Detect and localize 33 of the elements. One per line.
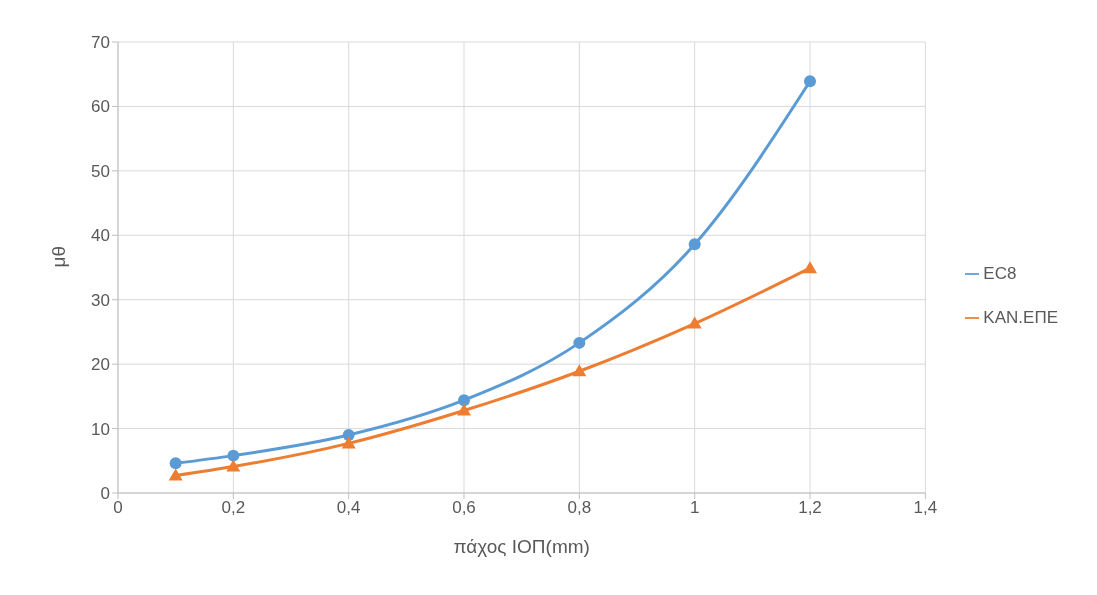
x-axis-title: πάχος ΙΟΠ(mm) bbox=[453, 536, 590, 557]
x-tick-label: 0,6 bbox=[452, 498, 476, 518]
x-tick-label: 0,2 bbox=[221, 498, 246, 518]
y-tick-label: 40 bbox=[91, 226, 110, 246]
legend-label: ΚΑΝ.ΕΠΕ bbox=[983, 307, 1058, 327]
point bbox=[341, 436, 356, 449]
x-tick-label: 1,2 bbox=[798, 498, 822, 518]
point bbox=[226, 459, 241, 472]
point bbox=[168, 468, 183, 481]
point bbox=[458, 394, 471, 407]
x-tick-label: 1,4 bbox=[913, 498, 938, 518]
point bbox=[687, 316, 702, 329]
y-tick-label: 10 bbox=[91, 419, 110, 439]
x-tick-label: 1 bbox=[689, 498, 700, 518]
y-tick-label: 30 bbox=[91, 290, 110, 310]
point bbox=[803, 261, 818, 274]
point bbox=[804, 75, 817, 88]
y-tick-label: 70 bbox=[91, 33, 110, 53]
y-axis-title: μθ bbox=[47, 245, 69, 268]
x-tick-label: 0,4 bbox=[336, 498, 361, 518]
point bbox=[688, 238, 701, 251]
point bbox=[573, 336, 586, 349]
legend-label: EC8 bbox=[983, 263, 1017, 283]
point bbox=[572, 364, 587, 377]
x-tick-label: 0 bbox=[113, 498, 123, 518]
point bbox=[457, 403, 472, 416]
y-tick-label: 0 bbox=[100, 484, 110, 504]
y-tick-label: 60 bbox=[91, 97, 110, 117]
point bbox=[169, 457, 182, 470]
x-tick-label: 0,8 bbox=[567, 498, 592, 518]
point bbox=[227, 449, 240, 462]
y-tick-label: 20 bbox=[91, 355, 110, 375]
y-tick-label: 50 bbox=[91, 161, 110, 181]
